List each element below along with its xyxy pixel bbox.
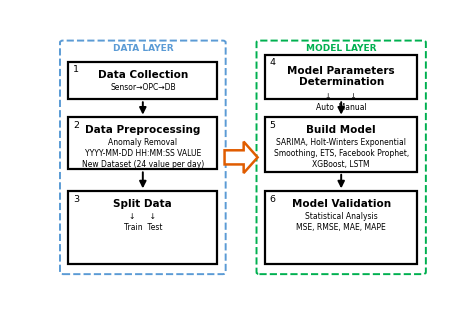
Text: MODEL LAYER: MODEL LAYER [306,45,376,53]
FancyBboxPatch shape [265,55,418,99]
Text: ↓        ↓
Auto  Manual: ↓ ↓ Auto Manual [316,91,366,112]
Text: Anomaly Removal
YYYY-MM-DD HH:MM:SS VALUE
New Dataset (24 value per day): Anomaly Removal YYYY-MM-DD HH:MM:SS VALU… [82,138,204,170]
Text: 4: 4 [270,58,276,67]
FancyBboxPatch shape [265,191,418,264]
FancyBboxPatch shape [60,41,226,274]
Text: 2: 2 [73,121,79,130]
Text: 3: 3 [73,195,79,204]
Text: Model Validation: Model Validation [292,199,391,209]
Text: Sensor→OPC→DB: Sensor→OPC→DB [110,83,176,92]
FancyBboxPatch shape [256,41,426,274]
Text: Data Collection: Data Collection [98,70,188,80]
Text: 5: 5 [270,121,276,130]
Text: Model Parameters
Determination: Model Parameters Determination [287,66,395,87]
FancyBboxPatch shape [68,62,217,99]
Text: ↓      ↓
Train  Test: ↓ ↓ Train Test [124,212,162,232]
Text: DATA LAYER: DATA LAYER [112,45,173,53]
FancyBboxPatch shape [68,191,217,264]
FancyBboxPatch shape [68,117,217,170]
Text: Data Preprocessing: Data Preprocessing [85,125,201,135]
Polygon shape [225,142,258,173]
FancyBboxPatch shape [265,117,418,172]
Text: Split Data: Split Data [113,199,172,209]
Text: 1: 1 [73,66,79,74]
Text: SARIMA, Holt-Winters Exponential
Smoothing, ETS, Facebook Prophet,
XGBoost, LSTM: SARIMA, Holt-Winters Exponential Smoothi… [273,138,409,170]
Text: 6: 6 [270,195,276,204]
Text: Build Model: Build Model [306,125,376,135]
Text: Statistical Analysis
MSE, RMSE, MAE, MAPE: Statistical Analysis MSE, RMSE, MAE, MAP… [296,212,386,232]
